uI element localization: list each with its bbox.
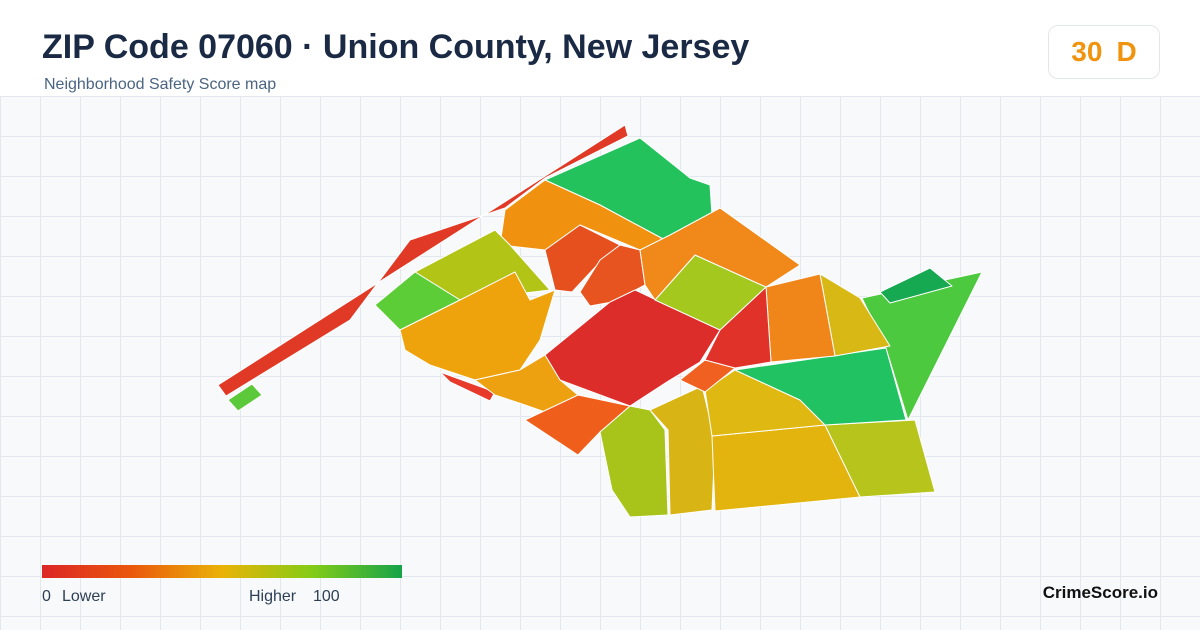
area [217, 124, 629, 397]
area [399, 271, 556, 381]
area [599, 405, 669, 518]
header [0, 0, 1200, 96]
legend-min-label: Lower [62, 588, 106, 605]
legend-gradient [42, 565, 402, 578]
area [639, 207, 801, 301]
area [227, 383, 263, 412]
title: ZIP Code 07060 · Union County, New Jerse… [42, 28, 750, 66]
area [879, 267, 953, 304]
score-badge: 30 D [1048, 25, 1160, 79]
area [439, 371, 496, 402]
area [544, 289, 721, 407]
grade: D [1116, 36, 1137, 67]
legend-max-label: Higher [249, 588, 297, 605]
score: 30 [1071, 36, 1103, 67]
legend-min: 0 [42, 588, 51, 605]
legend-max: 100 [313, 588, 340, 605]
subtitle: Neighborhood Safety Score map [44, 76, 277, 93]
brand: CrimeScore.io [1042, 583, 1158, 602]
